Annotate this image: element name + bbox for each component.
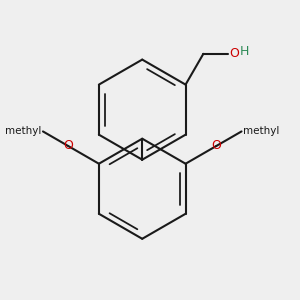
Text: O: O bbox=[212, 140, 221, 152]
Text: O: O bbox=[63, 140, 73, 152]
Text: O: O bbox=[229, 47, 239, 60]
Text: methyl: methyl bbox=[243, 126, 280, 136]
Text: H: H bbox=[240, 45, 249, 58]
Text: methyl: methyl bbox=[5, 126, 41, 136]
